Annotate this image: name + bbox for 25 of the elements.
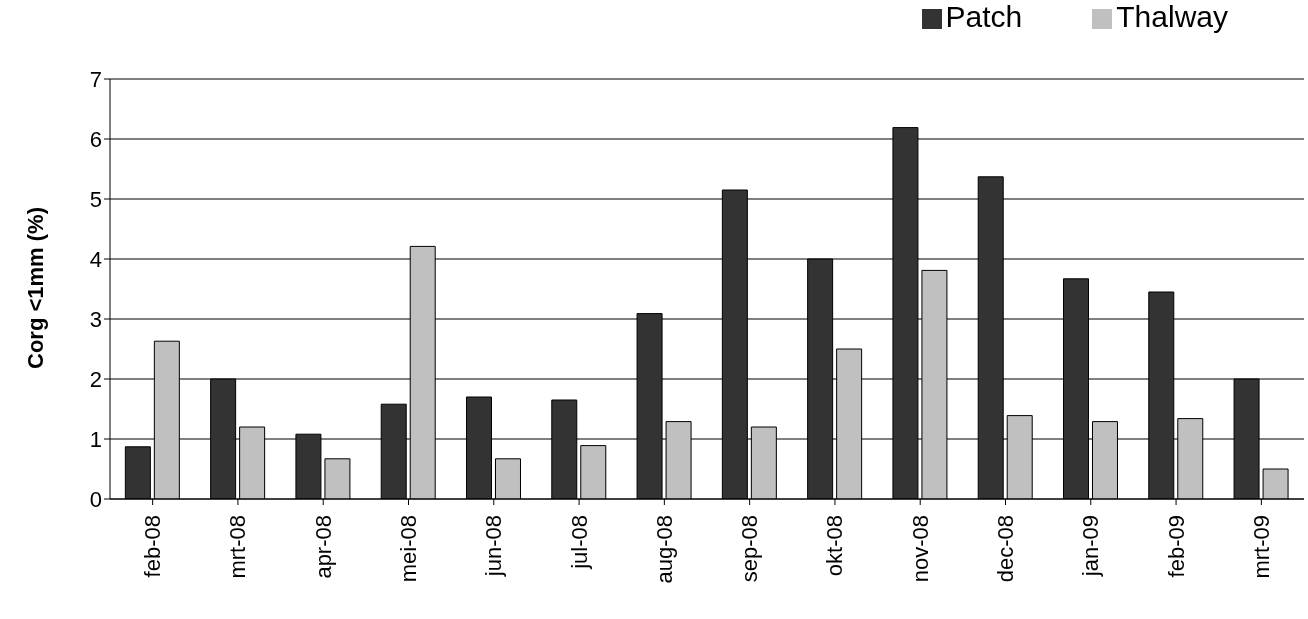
x-tick-label: sep-08 xyxy=(737,515,763,583)
x-tick-label: feb-08 xyxy=(140,515,166,578)
x-tick-label: jan-09 xyxy=(1078,515,1104,578)
x-tick-label: mei-08 xyxy=(396,515,421,583)
y-tick-label: 6 xyxy=(89,126,102,152)
y-tick-label: 3 xyxy=(89,306,102,332)
x-tick-label: dec-08 xyxy=(993,515,1018,583)
y-tick-label: 1 xyxy=(89,426,102,452)
y-tick-label: 0 xyxy=(89,486,102,512)
legend-label: Patch xyxy=(945,0,1023,33)
y-tick-label: 2 xyxy=(89,366,102,392)
x-tick-label: jun-08 xyxy=(481,515,507,578)
x-tick-label: aug-08 xyxy=(651,515,677,584)
x-tick-label: okt-08 xyxy=(822,515,848,577)
y-tick-label: 5 xyxy=(89,186,102,212)
x-tick-label: apr-08 xyxy=(310,515,336,579)
x-tick-label: jul-08 xyxy=(566,515,592,570)
y-tick-label: 7 xyxy=(89,66,102,92)
y-axis-title: Corg <1mm (%) xyxy=(22,207,48,369)
x-tick-label: nov-08 xyxy=(907,515,933,583)
y-tick-label: 4 xyxy=(89,246,102,272)
x-tick-label: mrt-09 xyxy=(1248,515,1274,579)
legend-label: Thalway xyxy=(1116,0,1228,33)
x-tick-label: mrt-08 xyxy=(225,515,251,579)
x-tick-label: feb-09 xyxy=(1163,515,1189,578)
